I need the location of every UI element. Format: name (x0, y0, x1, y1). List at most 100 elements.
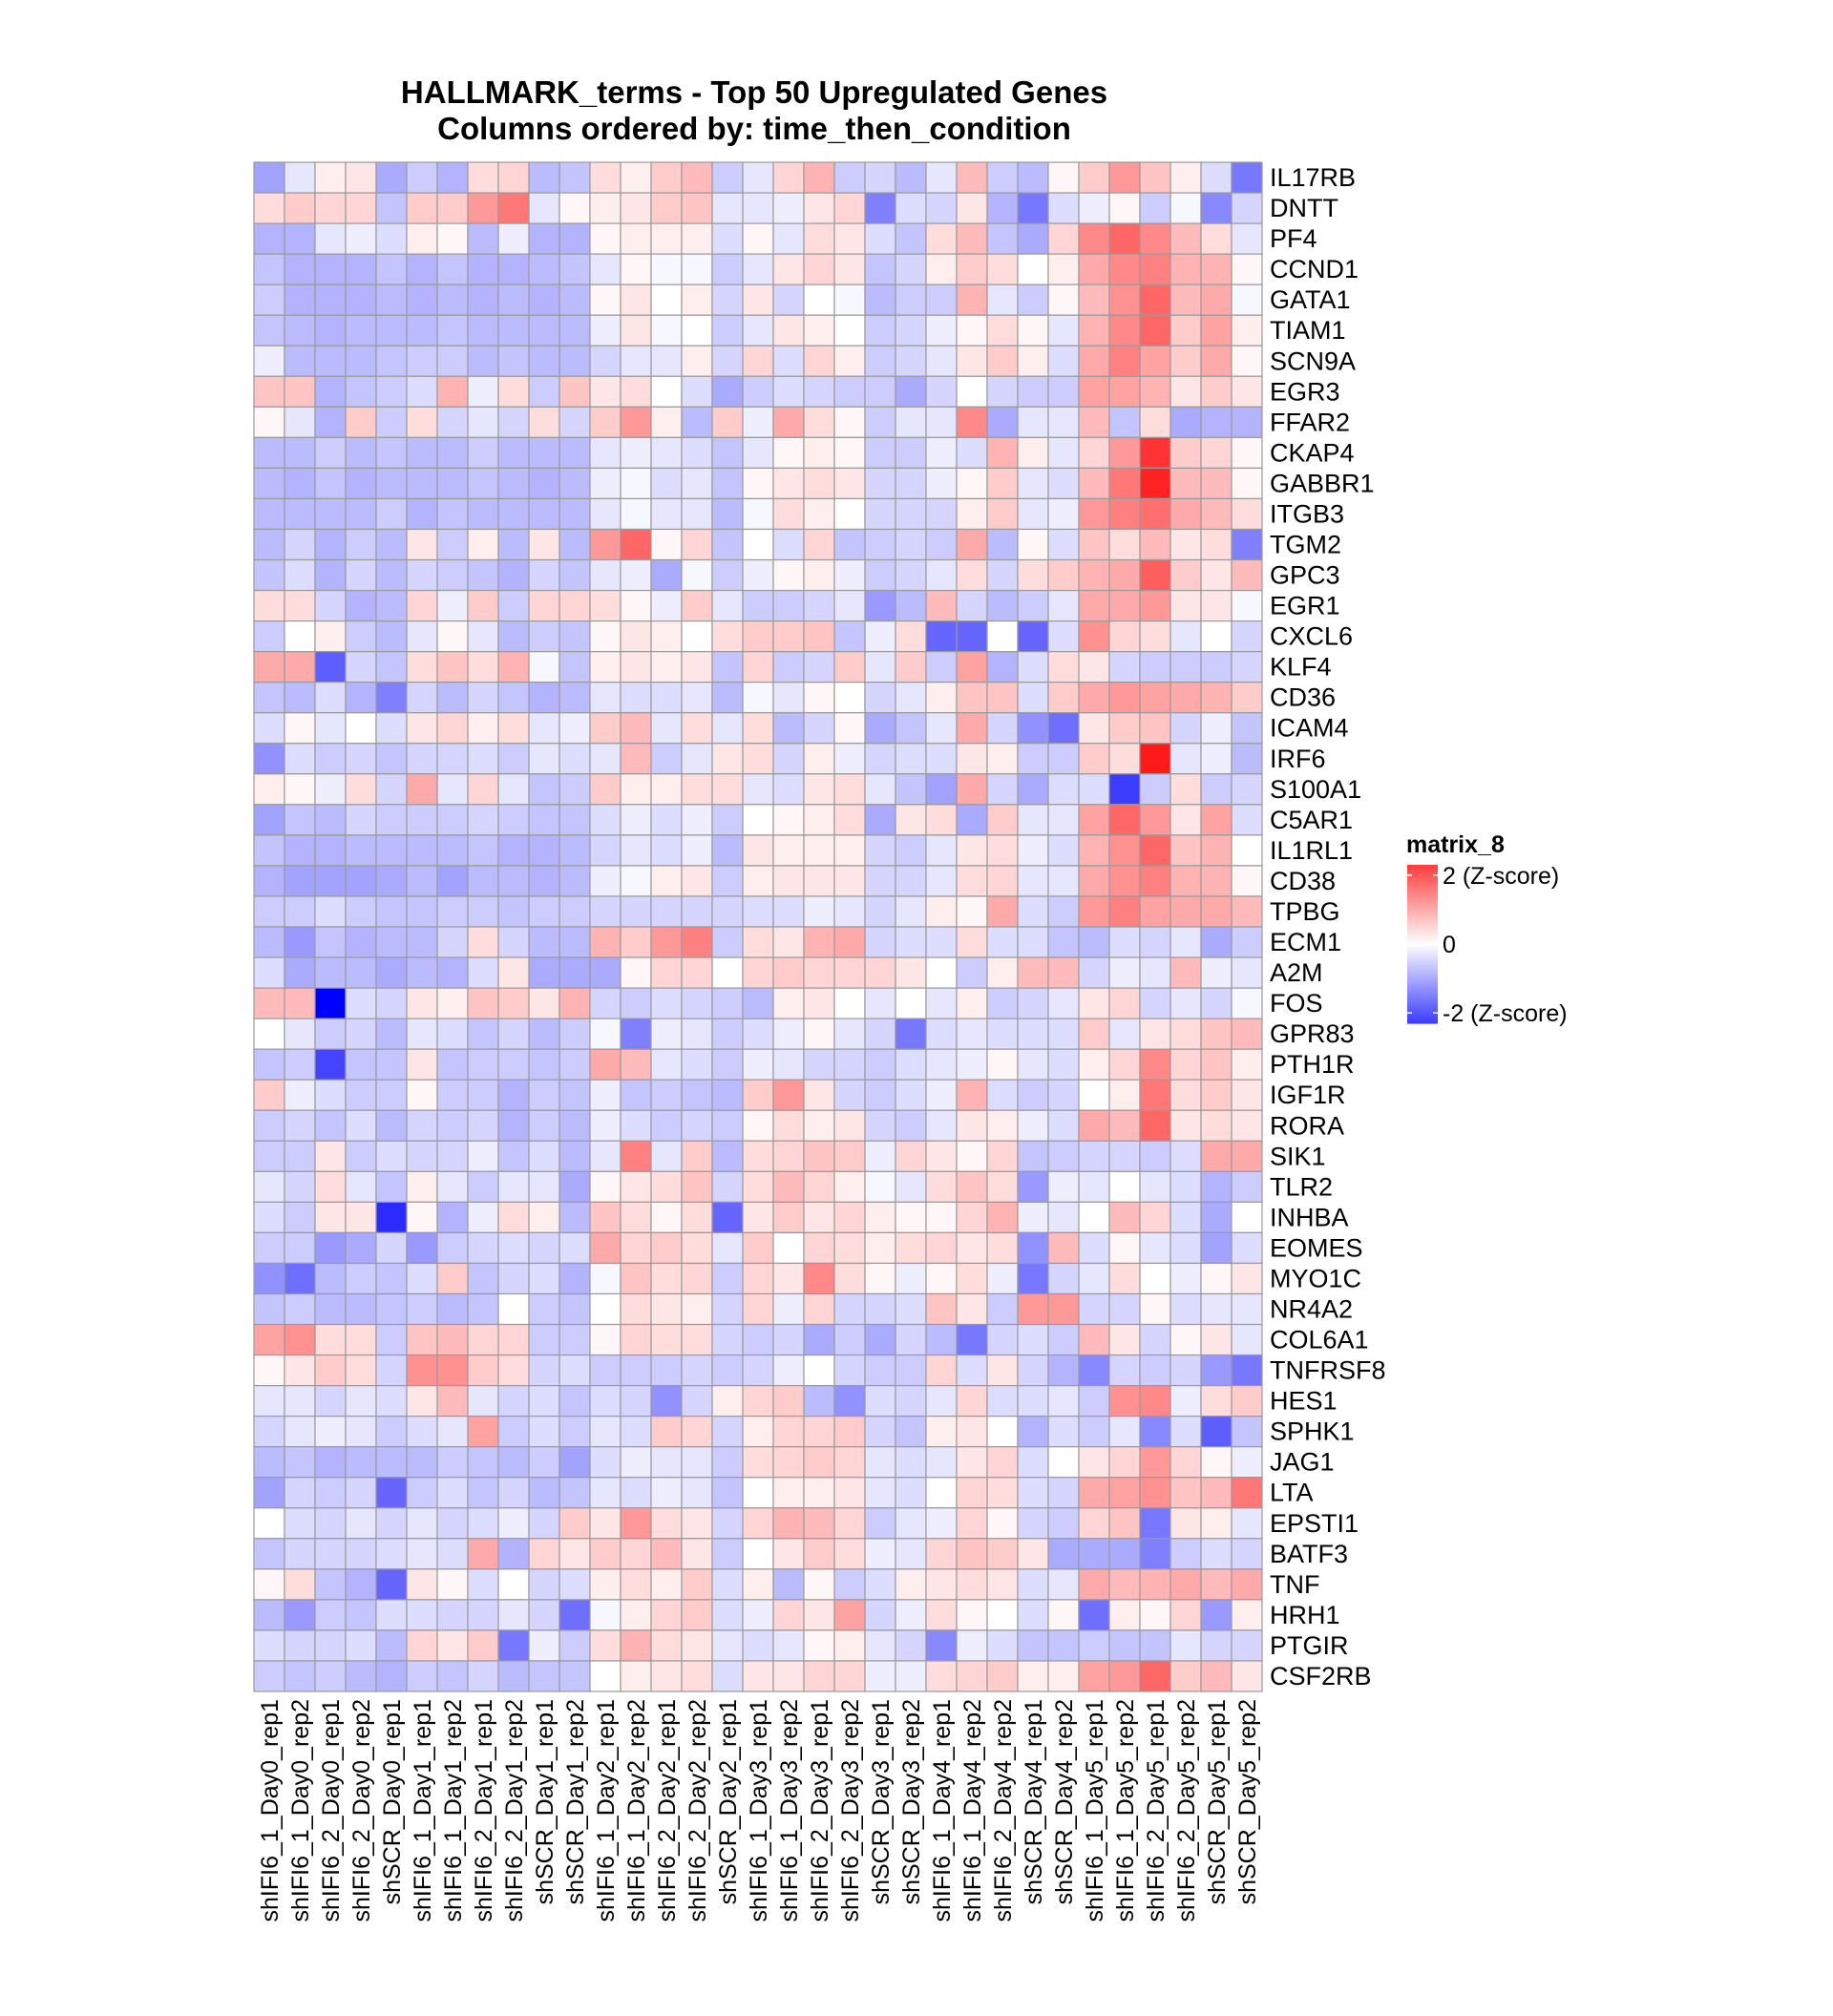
heatmap-cell (406, 1416, 438, 1448)
heatmap-cell (1231, 253, 1263, 285)
heatmap-cell (1078, 1231, 1110, 1265)
row-label: RORA (1270, 1111, 1344, 1140)
heatmap-cell (589, 1018, 622, 1050)
heatmap-cell (467, 956, 499, 989)
heatmap-cell (742, 1354, 774, 1387)
heatmap-cell (436, 1354, 469, 1387)
heatmap-cell (925, 1446, 958, 1479)
heatmap-cell (956, 1262, 988, 1295)
heatmap-cell (1139, 865, 1171, 897)
heatmap-cell (681, 497, 713, 531)
heatmap-cell (375, 1109, 408, 1142)
heatmap-cell (345, 682, 377, 714)
heatmap-cell (406, 1507, 438, 1540)
heatmap-cell (253, 987, 285, 1019)
heatmap-cell (986, 314, 1019, 346)
legend-tick-label: 0 (1443, 932, 1456, 958)
heatmap-cell (1108, 773, 1141, 806)
heatmap-cell (1108, 1477, 1141, 1509)
heatmap-cell (406, 161, 438, 194)
heatmap-cell (528, 1568, 560, 1601)
row-label: EPSTI1 (1270, 1509, 1359, 1538)
heatmap-cell (956, 1477, 988, 1509)
heatmap-cell (284, 375, 316, 408)
heatmap-cell (833, 1323, 866, 1356)
heatmap-cell (833, 743, 866, 775)
heatmap-cell (375, 712, 408, 745)
legend-color-step (1407, 907, 1438, 911)
heatmap-cell (772, 1507, 805, 1540)
heatmap-cell (1200, 1170, 1233, 1203)
heatmap-cell (589, 467, 622, 500)
row-label: SIK1 (1270, 1142, 1326, 1170)
heatmap-cell (956, 1629, 988, 1662)
heatmap-cell (467, 1477, 499, 1509)
heatmap-cell (1200, 834, 1233, 867)
heatmap-cell (558, 926, 591, 958)
heatmap-cell (1078, 682, 1110, 714)
heatmap-cell (772, 682, 805, 714)
heatmap-cell (1200, 1231, 1233, 1265)
heatmap-cell (528, 1323, 560, 1356)
heatmap-cell (345, 956, 377, 989)
heatmap-cell (1200, 314, 1233, 346)
heatmap-cell (314, 773, 347, 806)
heatmap-cell (1231, 1140, 1263, 1172)
heatmap-cell (406, 1292, 438, 1326)
column-label: shSCR_Day5_rep1 (1204, 1699, 1231, 1904)
heatmap-cell (742, 589, 774, 622)
heatmap-cell (436, 1446, 469, 1479)
heatmap-cell (1017, 895, 1049, 928)
heatmap-cell (528, 375, 560, 408)
column-label: shIFI6_2_Day2_rep2 (685, 1699, 711, 1922)
heatmap-cell (650, 1140, 683, 1172)
heatmap-cell (895, 314, 927, 346)
heatmap-cell (1108, 1629, 1141, 1662)
heatmap-cell (681, 987, 713, 1019)
row-label: IGF1R (1270, 1081, 1346, 1109)
heatmap-cell (1200, 406, 1233, 438)
column-labels: shIFI6_1_Day0_rep1 shIFI6_1_Day0_rep2 shIF… (257, 1699, 1261, 1922)
heatmap-cell (467, 773, 499, 806)
row-label: C5AR1 (1270, 806, 1353, 834)
row-label: TNFRSF8 (1270, 1356, 1386, 1385)
heatmap-cell (528, 1140, 560, 1172)
heatmap-cell (253, 743, 285, 775)
heatmap-cell (1017, 926, 1049, 958)
heatmap-cell (650, 253, 683, 285)
heatmap-cell (1169, 345, 1202, 377)
heatmap-cell (253, 436, 285, 469)
heatmap-cell (986, 1446, 1019, 1479)
heatmap-cell (314, 1079, 347, 1111)
heatmap-cell (956, 375, 988, 408)
chart-title-line2: Columns ordered by: time_then_condition (437, 111, 1071, 146)
heatmap-cell (467, 558, 499, 592)
heatmap-cell (528, 620, 560, 653)
heatmap-cell (772, 222, 805, 255)
heatmap-cell (772, 651, 805, 683)
heatmap-cell (528, 834, 560, 867)
heatmap-cell (956, 773, 988, 806)
heatmap-cell (1231, 1170, 1263, 1203)
heatmap-cell (1169, 497, 1202, 531)
heatmap-cell (681, 1568, 713, 1601)
heatmap-cell (345, 222, 377, 255)
heatmap-cell (650, 314, 683, 346)
heatmap-cell (1139, 1384, 1171, 1418)
heatmap-cell (742, 1477, 774, 1509)
heatmap-cell (497, 1231, 530, 1265)
heatmap-cell (314, 682, 347, 714)
heatmap-cell (1047, 1660, 1080, 1692)
heatmap-cell (1169, 712, 1202, 745)
heatmap-cell (742, 558, 774, 592)
heatmap-cell (375, 1446, 408, 1479)
heatmap-cell (375, 1599, 408, 1631)
heatmap-cell (1017, 192, 1049, 224)
heatmap-cell (497, 528, 530, 561)
heatmap-cell (803, 743, 835, 775)
heatmap-cell (375, 1079, 408, 1111)
heatmap-cell (1169, 436, 1202, 469)
heatmap-cell (1169, 1354, 1202, 1387)
heatmap-cell (1078, 743, 1110, 775)
heatmap-cell (314, 1477, 347, 1509)
